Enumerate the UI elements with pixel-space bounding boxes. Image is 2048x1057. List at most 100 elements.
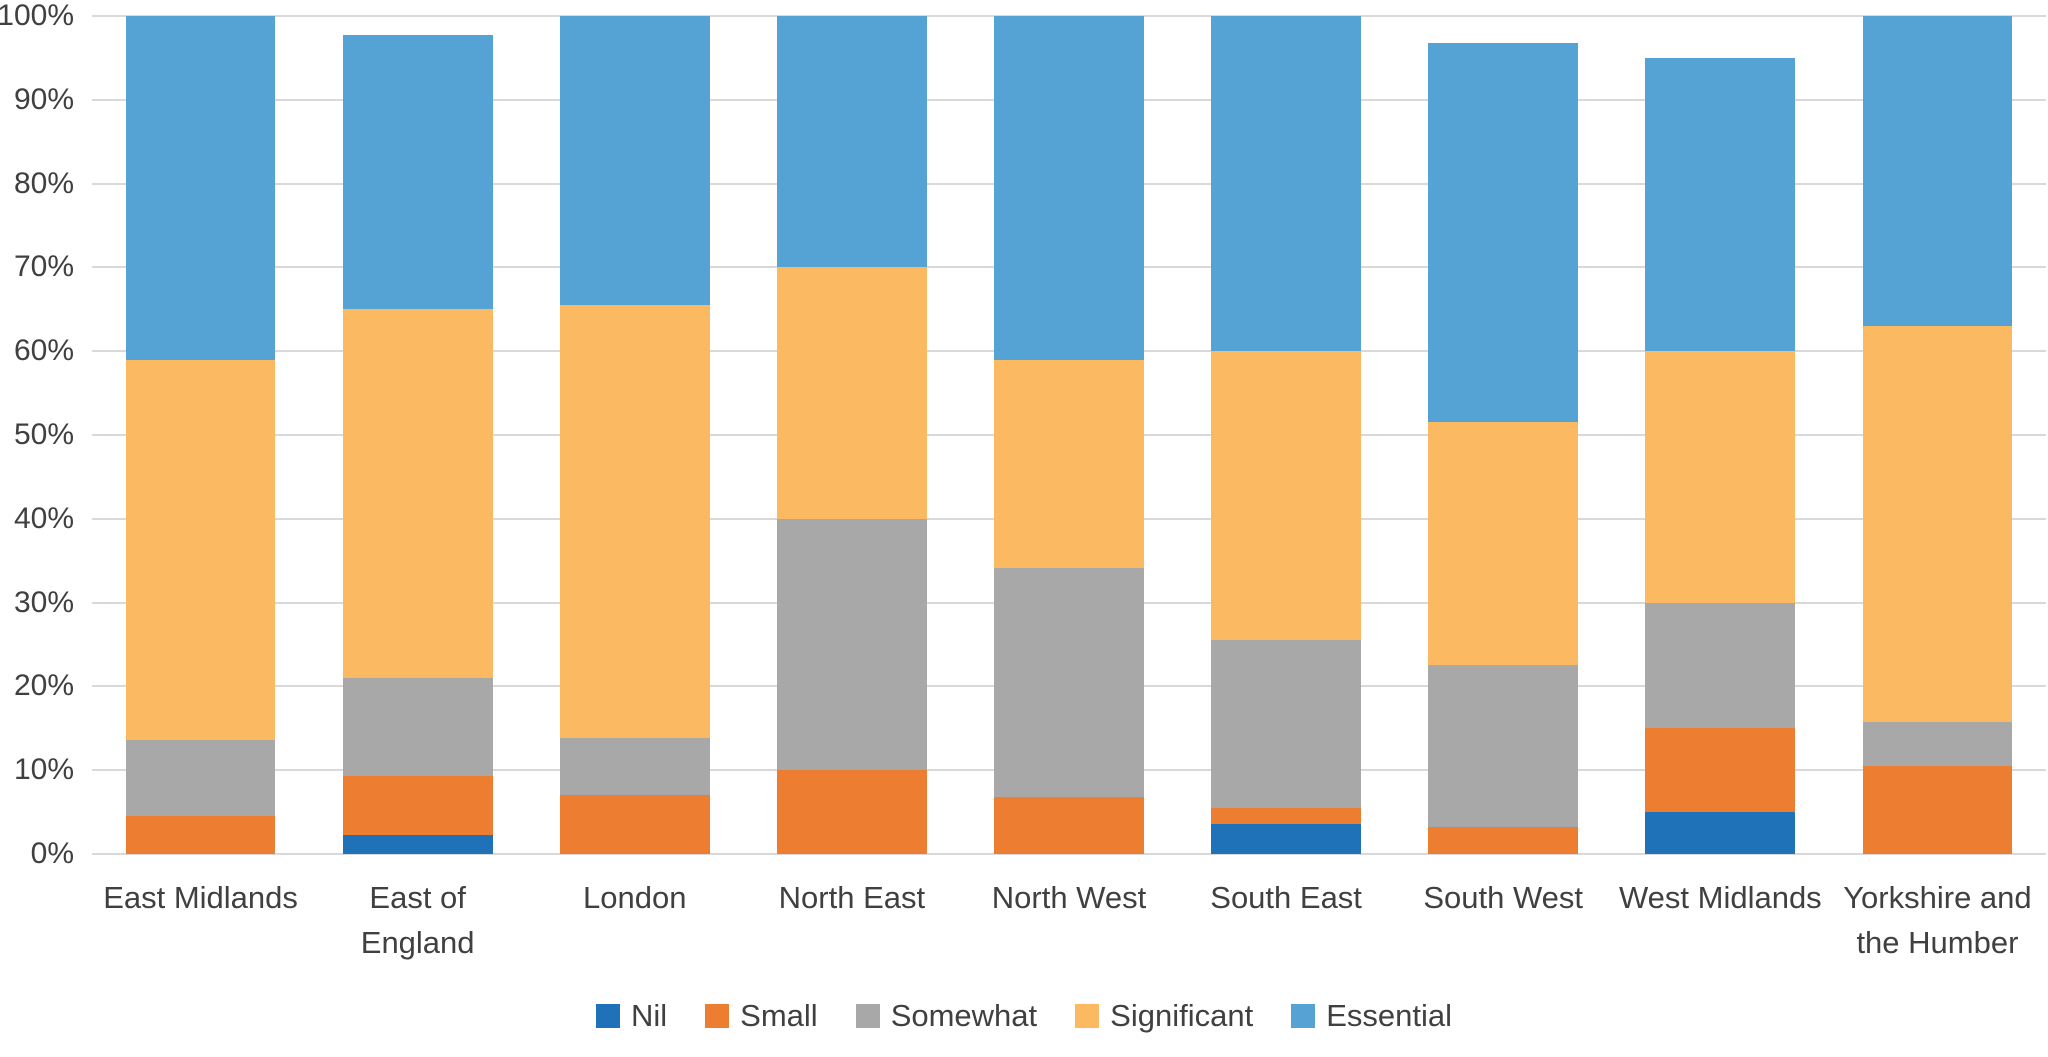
bar-segment-significant: [776, 267, 927, 519]
bar-segment-significant: [1428, 421, 1579, 665]
bar-segment-essential: [994, 16, 1144, 360]
bar-segment-somewhat: [1862, 721, 2013, 767]
bar-south-west: [1428, 16, 1579, 854]
legend-label: Essential: [1326, 998, 1452, 1033]
y-tick-label: 70%: [13, 250, 74, 284]
x-axis-label: East of England: [360, 880, 475, 960]
legend-swatch-icon: [705, 1004, 730, 1028]
bar-north-west: [994, 16, 1144, 854]
legend: Nil Small Somewhat Significant Essential: [0, 998, 2048, 1034]
legend-label: Small: [740, 998, 818, 1033]
bar-segment-significant: [342, 309, 493, 679]
bar-segment-essential: [1645, 57, 1796, 352]
bar-segment-small: [1862, 766, 2013, 854]
legend-label: Somewhat: [890, 998, 1038, 1033]
y-tick-label: 50%: [13, 418, 74, 451]
bar-segment-essential: [125, 16, 276, 360]
legend-swatch-icon: [1291, 1004, 1316, 1028]
legend-item-significant: Significant: [1075, 998, 1253, 1034]
bar-segment-essential: [1211, 16, 1361, 352]
x-axis-label: North East: [778, 880, 926, 915]
legend-swatch-icon: [596, 1004, 620, 1028]
bar-segment-small: [125, 816, 276, 854]
bar-segment-somewhat: [1645, 602, 1796, 729]
bar-slot: [1395, 16, 1612, 854]
legend-item-essential: Essential: [1291, 998, 1452, 1034]
bar-segment-essential: [342, 35, 493, 310]
bar-segment-somewhat: [125, 740, 276, 817]
gridline: [92, 853, 2046, 855]
bar-yorkshire-and-the-humber: [1862, 16, 2013, 854]
bar-east-of-england: [342, 16, 493, 854]
y-tick-label: 10%: [13, 753, 74, 787]
bar-slot: [309, 16, 526, 854]
legend-label: Significant: [1110, 998, 1254, 1033]
legend-item-small: Small: [705, 998, 818, 1034]
x-axis-label: North West: [991, 880, 1147, 915]
bars-container: [92, 16, 2046, 854]
bar-segment-small: [994, 797, 1144, 854]
bar-slot: [1178, 16, 1395, 854]
y-tick-label: 80%: [13, 166, 74, 200]
bar-slot: [92, 16, 309, 854]
bar-segment-nil: [342, 834, 493, 854]
legend-item-nil: Nil: [596, 998, 667, 1034]
legend-swatch-icon: [1075, 1004, 1100, 1028]
bar-segment-essential: [1428, 42, 1579, 422]
legend-label: Nil: [631, 998, 668, 1033]
bar-north-east: [776, 16, 927, 854]
bar-segment-nil: [1645, 812, 1796, 854]
x-axis-labels: East Midlands East of England London North …: [92, 876, 2046, 966]
y-axis: 0% 10% 20% 30% 40% 50% 60% 70% 80% 90% 100%: [0, 0, 82, 870]
bar-segment-significant: [125, 359, 276, 741]
bar-segment-significant: [1645, 351, 1796, 603]
bar-slot: [743, 16, 960, 854]
plot-area: [92, 15, 2046, 855]
bar-segment-somewhat: [776, 518, 927, 771]
bar-segment-essential: [776, 16, 927, 268]
bar-segment-small: [559, 795, 710, 854]
bar-segment-somewhat: [342, 678, 493, 777]
y-tick-label: 100%: [0, 0, 74, 32]
legend-item-somewhat: Somewhat: [855, 998, 1038, 1034]
bar-segment-significant: [1862, 326, 2013, 722]
x-axis-label: Yorkshire and the Humber: [1843, 880, 2032, 960]
bar-london: [559, 16, 710, 854]
bar-segment-essential: [1862, 16, 2013, 327]
x-axis-label: West Midlands: [1618, 880, 1822, 915]
gridline: [92, 15, 2046, 17]
bar-slot: [1612, 16, 1829, 854]
bar-segment-small: [342, 776, 493, 835]
bar-slot: [526, 16, 743, 854]
x-axis-label: London: [583, 880, 687, 915]
legend-swatch-icon: [855, 1004, 880, 1028]
y-tick-label: 60%: [13, 334, 74, 368]
bar-segment-essential: [559, 16, 710, 306]
bar-segment-small: [1645, 728, 1796, 813]
y-tick-label: 20%: [13, 669, 74, 703]
y-tick-label: 90%: [13, 82, 74, 116]
y-tick-label: 30%: [13, 585, 74, 619]
bar-segment-somewhat: [994, 568, 1144, 798]
y-tick-label: 40%: [13, 501, 74, 535]
bar-east-midlands: [125, 16, 276, 854]
bar-segment-somewhat: [1428, 664, 1579, 828]
bar-segment-somewhat: [559, 737, 710, 796]
bar-segment-significant: [994, 359, 1144, 569]
bar-segment-significant: [1211, 351, 1361, 641]
bar-segment-small: [776, 770, 927, 854]
bar-slot: [960, 16, 1177, 854]
x-axis-label: East Midlands: [103, 880, 298, 915]
bar-slot: [1829, 16, 2046, 854]
bar-segment-somewhat: [1211, 640, 1361, 808]
bar-segment-small: [1211, 807, 1361, 824]
x-axis-label: South East: [1210, 880, 1362, 915]
bar-south-east: [1211, 16, 1361, 854]
bar-west-midlands: [1645, 16, 1796, 854]
bar-segment-small: [1428, 827, 1579, 854]
y-tick-label: 0%: [30, 837, 74, 870]
bar-segment-nil: [1211, 823, 1361, 854]
x-axis-label: South West: [1423, 880, 1584, 915]
bar-segment-significant: [559, 305, 710, 738]
